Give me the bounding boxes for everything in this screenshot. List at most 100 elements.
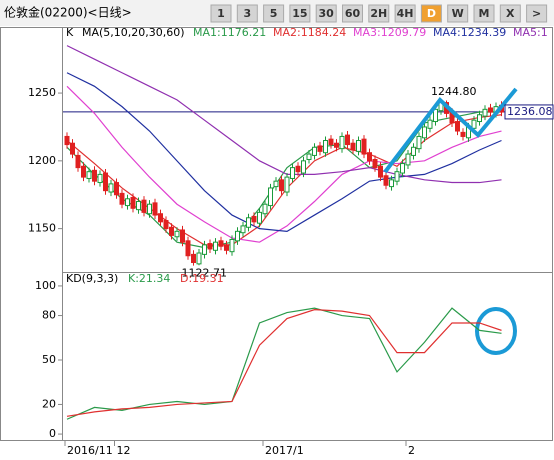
ma-legend: MA4:1234.39 (433, 26, 506, 39)
candle-body (92, 169, 97, 182)
candle-body (147, 203, 152, 215)
candle-body (306, 153, 312, 160)
candle-body (339, 135, 345, 150)
toolbar-button[interactable] (236, 4, 258, 23)
candle-body (169, 226, 174, 236)
window-title: 伦敦金(02200)<日线> (4, 5, 132, 20)
toolbar-button-label[interactable]: X (506, 7, 515, 20)
candle-body (328, 138, 334, 146)
toolbar-button-label[interactable]: 4H (397, 7, 414, 20)
candle-body (290, 167, 295, 179)
y-tick-label: 1150 (28, 222, 56, 235)
candle-body (455, 121, 460, 132)
candle-body (301, 160, 306, 174)
candle-body (389, 179, 394, 188)
candle-body (103, 172, 108, 192)
candle-body (75, 154, 81, 169)
toolbar-button[interactable] (368, 4, 390, 23)
ma-line (66, 72, 502, 232)
y-tick-label: 100 (35, 279, 56, 292)
candle-body (202, 244, 207, 255)
toolbar-button-label[interactable]: M (479, 7, 490, 20)
x-tick-label: 12 (117, 444, 131, 457)
last-price-box (504, 104, 554, 120)
kd-line (66, 307, 502, 420)
ma-legend: MA3:1209.79 (353, 26, 426, 39)
toolbar-button-label[interactable]: > (532, 7, 541, 20)
toolbar-button-label[interactable]: 1 (217, 7, 225, 20)
ma-legend: MA1:1176.21 (193, 26, 266, 39)
ma-legend: MA5:1 (513, 26, 548, 39)
x-tick-label: 2 (408, 444, 415, 457)
candle-body (185, 240, 191, 257)
candle-body (394, 171, 400, 182)
candle-body (257, 211, 262, 224)
candle-body (240, 225, 246, 234)
candle-body (422, 126, 427, 139)
kd-panel (62, 272, 553, 441)
candle-body (108, 183, 114, 193)
y-tick-label: 20 (42, 397, 56, 410)
circle-annotation (475, 307, 517, 355)
toolbar-button[interactable] (315, 4, 337, 23)
candle-body (273, 180, 279, 188)
candle-body (81, 165, 86, 178)
toolbar-button[interactable] (394, 4, 416, 23)
candle-body (218, 240, 224, 247)
candle-body (383, 175, 389, 186)
ma-line (66, 85, 502, 243)
toolbar-button-label[interactable]: 30 (319, 7, 335, 20)
candle-body (229, 238, 235, 253)
candle-body (97, 173, 103, 184)
candle-body (158, 213, 163, 223)
candle-body (416, 135, 422, 150)
toolbar-button[interactable] (210, 4, 232, 23)
candle-body (378, 165, 383, 178)
candle-body (191, 253, 196, 264)
candle-body (70, 142, 75, 155)
candle-body (213, 241, 218, 251)
kd-title: KD(9,3,3) (66, 272, 118, 285)
candle-body (279, 179, 284, 192)
candle-body (224, 244, 229, 251)
candle-body (350, 142, 356, 151)
toolbar-button-label[interactable]: 3 (243, 7, 251, 20)
candle-body (361, 138, 367, 155)
price-annotation: 1122.71 (182, 267, 228, 280)
candle-body (334, 142, 339, 148)
candle-body (268, 187, 273, 207)
toolbar-button[interactable] (526, 4, 548, 23)
candle-body (163, 219, 169, 230)
toolbar-button[interactable] (342, 4, 363, 23)
toolbar-button[interactable] (447, 4, 469, 23)
y-tick-label: 1200 (28, 154, 56, 167)
y-axis-area (0, 27, 63, 441)
kd-legend: K:21.34 (128, 272, 170, 285)
toolbar-button-label[interactable]: 5 (270, 7, 278, 20)
toolbar-button-label[interactable]: W (452, 7, 464, 20)
y-tick-label: 1250 (28, 86, 56, 99)
toolbar-button[interactable] (263, 4, 285, 23)
zigzag-annotation (383, 87, 518, 174)
y-tick-label: 0 (49, 427, 56, 440)
toolbar-button-label[interactable]: D (427, 7, 436, 20)
kd-line (66, 309, 502, 417)
candle-body (86, 171, 92, 179)
ma-legend: MA2:1184.24 (273, 26, 346, 39)
candle-body (400, 163, 405, 174)
toolbar-button-label[interactable]: 15 (292, 7, 307, 20)
toolbar-button-label[interactable]: 2H (370, 7, 387, 20)
toolbar-button-label[interactable]: 60 (345, 7, 361, 20)
candle-body (119, 192, 125, 205)
candle-body (372, 158, 378, 169)
candle-body (405, 153, 411, 166)
candle-body (174, 230, 180, 238)
toolbar-button[interactable] (499, 4, 521, 23)
toolbar-button[interactable] (420, 4, 442, 23)
toolbar-button[interactable] (473, 4, 495, 23)
toolbar-button[interactable] (289, 4, 311, 23)
candle-body (427, 119, 433, 129)
candle-body (460, 131, 466, 137)
